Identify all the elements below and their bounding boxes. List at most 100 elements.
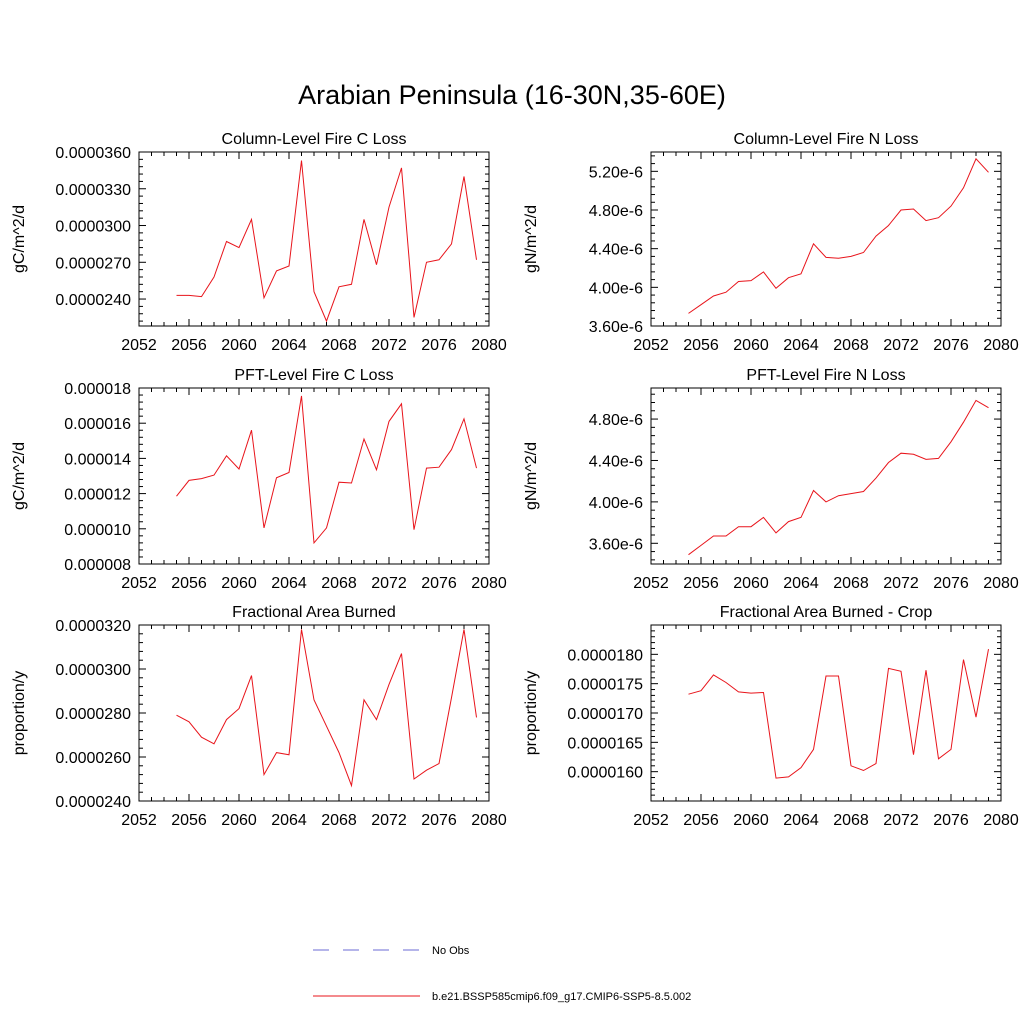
x-tick-label: 2052 (121, 575, 157, 592)
y-tick-label: 4.80e-6 (589, 412, 643, 429)
y-tick-label: 0.0000165 (567, 735, 643, 752)
y-tick-label: 0.0000330 (55, 182, 131, 199)
x-tick-label: 2064 (271, 812, 307, 829)
x-tick-label: 2072 (883, 337, 919, 354)
x-tick-label: 2052 (633, 812, 669, 829)
legend-label: b.e21.BSSP585cmip6.f09_g17.CMIP6-SSP5-8.… (432, 991, 691, 1003)
y-tick-label: 0.000012 (64, 487, 131, 504)
y-tick-label: 0.0000240 (55, 794, 131, 811)
y-tick-label: 0.0000300 (55, 662, 131, 679)
y-tick-label: 3.60e-6 (589, 319, 643, 336)
series-line (688, 649, 989, 779)
x-tick-label: 2060 (733, 575, 769, 592)
x-tick-label: 2076 (933, 812, 969, 829)
chart-title: PFT-Level Fire N Loss (746, 367, 905, 384)
series-line (688, 399, 989, 556)
x-tick-label: 2056 (683, 575, 719, 592)
series-line (176, 395, 477, 545)
y-tick-label: 0.0000320 (55, 618, 131, 635)
y-tick-label: 0.000010 (64, 522, 131, 539)
x-tick-label: 2068 (321, 337, 357, 354)
x-tick-label: 2056 (171, 575, 207, 592)
x-tick-label: 2068 (833, 812, 869, 829)
chart-title: Column-Level Fire N Loss (734, 131, 919, 148)
y-tick-label: 0.0000175 (567, 677, 643, 694)
chart-panel-2: Column-Level Fire N Loss gN/m^2/d 2052 2056… (523, 131, 1019, 354)
y-tick-label: 0.0000300 (55, 219, 131, 236)
x-tick-label: 2060 (221, 575, 257, 592)
x-tick-label: 2056 (683, 812, 719, 829)
chart-title: Column-Level Fire C Loss (222, 131, 407, 148)
y-tick-label: 0.000016 (64, 416, 131, 433)
x-tick-label: 2052 (121, 337, 157, 354)
x-tick-label: 2080 (983, 812, 1019, 829)
legend-label: No Obs (432, 945, 470, 957)
y-tick-label: 4.00e-6 (589, 495, 643, 512)
x-tick-label: 2052 (121, 812, 157, 829)
x-tick-label: 2060 (221, 812, 257, 829)
y-tick-label: 0.0000270 (55, 255, 131, 272)
y-tick-label: 5.20e-6 (589, 164, 643, 181)
x-tick-label: 2052 (633, 337, 669, 354)
y-tick-label: 0.0000240 (55, 292, 131, 309)
x-tick-label: 2060 (733, 812, 769, 829)
y-tick-label: 0.0000160 (567, 765, 643, 782)
y-tick-label: 0.000018 (64, 381, 131, 398)
x-tick-label: 2056 (683, 337, 719, 354)
x-tick-label: 2080 (471, 337, 507, 354)
y-tick-label: 4.00e-6 (589, 280, 643, 297)
y-tick-label: 4.80e-6 (589, 203, 643, 220)
y-axis-label: gN/m^2/d (523, 205, 540, 273)
series-line (176, 160, 477, 323)
x-tick-label: 2080 (471, 575, 507, 592)
x-tick-label: 2072 (371, 575, 407, 592)
x-tick-label: 2064 (783, 337, 819, 354)
x-tick-label: 2076 (421, 812, 457, 829)
y-axis-label: gC/m^2/d (11, 442, 28, 510)
chart-title: Fractional Area Burned (232, 604, 396, 621)
x-tick-label: 2052 (633, 575, 669, 592)
y-tick-label: 0.0000360 (55, 145, 131, 162)
x-tick-label: 2068 (321, 812, 357, 829)
y-tick-label: 0.000014 (64, 451, 131, 468)
chart-panel-1: Column-Level Fire C Loss gC/m^2/d 2052 2056… (11, 131, 507, 354)
y-axis-label: proportion/y (523, 671, 540, 756)
x-tick-label: 2076 (933, 575, 969, 592)
plot-frame (138, 151, 490, 327)
y-tick-label: 4.40e-6 (589, 242, 643, 259)
x-tick-label: 2080 (983, 337, 1019, 354)
y-axis-label: gC/m^2/d (11, 205, 28, 273)
x-tick-label: 2076 (421, 575, 457, 592)
x-tick-label: 2060 (733, 337, 769, 354)
x-tick-label: 2072 (883, 575, 919, 592)
y-tick-label: 0.0000170 (567, 706, 643, 723)
x-tick-label: 2072 (883, 812, 919, 829)
x-tick-label: 2072 (371, 337, 407, 354)
x-tick-label: 2068 (833, 337, 869, 354)
x-tick-label: 2076 (933, 337, 969, 354)
y-tick-label: 0.0000280 (55, 706, 131, 723)
x-tick-label: 2064 (783, 575, 819, 592)
y-tick-label: 3.60e-6 (589, 536, 643, 553)
chart-panel-4: PFT-Level Fire N Loss gN/m^2/d 2052 2056 206… (523, 367, 1019, 592)
x-tick-label: 2068 (321, 575, 357, 592)
y-tick-label: 0.0000180 (567, 647, 643, 664)
y-tick-label: 0.000008 (64, 557, 131, 574)
x-tick-label: 2064 (783, 812, 819, 829)
chart-panel-5: Fractional Area Burned proportion/y 2052 20… (11, 604, 507, 829)
y-tick-label: 0.0000260 (55, 750, 131, 767)
x-tick-label: 2080 (471, 812, 507, 829)
x-tick-label: 2064 (271, 337, 307, 354)
chart-title: Fractional Area Burned - Crop (720, 604, 933, 621)
x-tick-label: 2060 (221, 337, 257, 354)
chart-title: PFT-Level Fire C Loss (234, 367, 393, 384)
figure-title: Arabian Peninsula (16-30N,35-60E) (298, 80, 726, 110)
x-tick-label: 2056 (171, 337, 207, 354)
chart-panel-6: Fractional Area Burned - Crop proportion/… (523, 604, 1019, 829)
plot-frame (650, 387, 1002, 565)
y-axis-label: gN/m^2/d (523, 442, 540, 510)
y-axis-label: proportion/y (11, 671, 28, 756)
x-tick-label: 2064 (271, 575, 307, 592)
series-line (688, 157, 989, 314)
